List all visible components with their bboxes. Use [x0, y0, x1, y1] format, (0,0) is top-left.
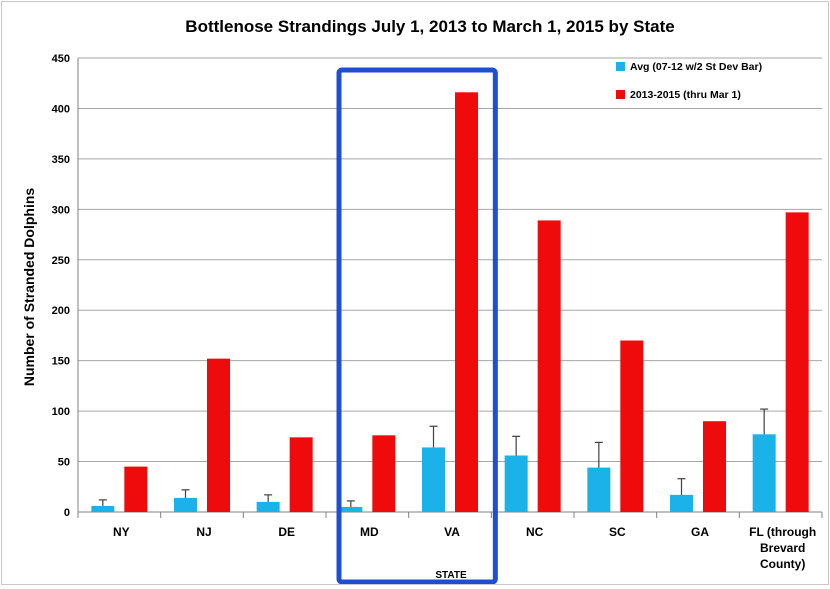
y-tick-label: 0 [64, 507, 70, 519]
bar-2013-2015 [703, 421, 726, 512]
y-tick-label: 400 [52, 103, 70, 115]
legend-swatch [616, 90, 625, 99]
y-tick-labels: 0 50 100 150 200 250 300 350 400 450 [52, 53, 70, 519]
x-tick-label: NJ [196, 525, 211, 539]
x-tick-label: MD [360, 525, 379, 539]
bar-2013-2015 [620, 340, 644, 512]
y-tick-label: 50 [58, 457, 70, 469]
y-tick-label: 100 [52, 406, 70, 418]
bar-2013-2015 [372, 435, 396, 512]
bar-2013-2015 [537, 220, 561, 513]
y-tick-label: 150 [52, 356, 70, 368]
bar-2013-2015 [207, 358, 230, 512]
bars [91, 92, 809, 513]
gridlines [77, 57, 823, 518]
x-tick-label: DE [278, 525, 295, 539]
bar-avg [587, 467, 611, 512]
x-tick-label: FL (through Brevard County) [749, 525, 816, 571]
highlight-box [336, 67, 498, 585]
bar-avg [91, 505, 115, 512]
bar-avg [422, 447, 445, 512]
y-axis-label: Number of Stranded Dolphins [21, 188, 37, 387]
chart-title: Bottlenose Strandings July 1, 2013 to Ma… [185, 17, 674, 36]
bar-avg [752, 434, 776, 512]
x-tick-label: NC [526, 525, 544, 539]
bar-avg [670, 494, 693, 512]
bar-2013-2015 [785, 212, 809, 513]
legend-label: 2013-2015 (thru Mar 1) [630, 89, 741, 101]
legend-label: Avg (07-12 w/2 St Dev Bar) [630, 61, 762, 73]
bar-2013-2015 [289, 437, 313, 512]
x-axis-label: STATE [435, 570, 467, 581]
y-tick-label: 450 [52, 53, 70, 65]
legend-swatch [616, 62, 625, 71]
bar-2013-2015 [124, 466, 148, 512]
y-tick-label: 250 [52, 255, 70, 267]
x-tick-label: SC [609, 525, 626, 539]
bar-avg [174, 497, 197, 512]
y-tick-label: 350 [52, 154, 70, 166]
y-tick-label: 300 [52, 204, 70, 216]
y-tick-label: 200 [52, 305, 70, 317]
x-tick-label: GA [691, 525, 709, 539]
x-tick-label: NY [113, 525, 130, 539]
bar-avg [256, 501, 280, 512]
x-tick-labels: NY NJ DE MD VA NC SC GA FL (through Brevard County… [113, 525, 816, 571]
bar-avg [504, 455, 528, 512]
legend: Avg (07-12 w/2 St Dev Bar) 2013-2015 (thr… [616, 61, 762, 101]
x-tick-label: VA [444, 525, 460, 539]
highlight-rectangle [336, 67, 498, 585]
bar-avg [339, 506, 363, 512]
bar-2013-2015 [455, 92, 478, 513]
